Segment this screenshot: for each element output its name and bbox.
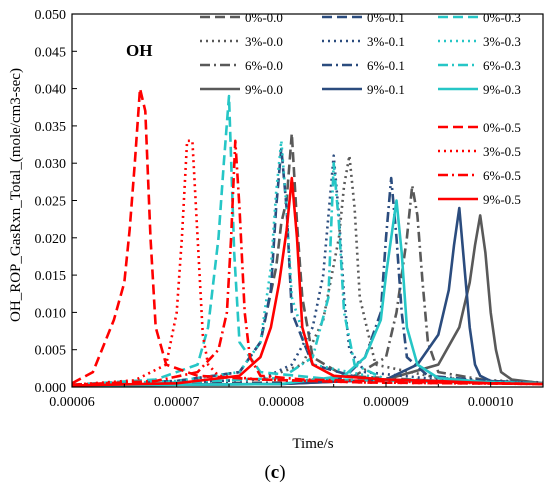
y-tick-label: 0.035 [35, 120, 67, 135]
x-axis-title: Time/s [292, 436, 333, 452]
legend-item-3%-0.0: 3%-0.0 [200, 34, 283, 49]
legend-label: 9%-0.1 [367, 82, 405, 97]
series-line-9%-0.1 [72, 206, 543, 387]
series-layer [72, 87, 543, 387]
legend-item-0%-0.1: 0%-0.1 [322, 10, 405, 25]
series-line-6%-0.5 [72, 139, 543, 387]
legend-item-0%-0.3: 0%-0.3 [438, 10, 521, 25]
series-line-3%-0.3 [72, 139, 543, 387]
legend-label: 3%-0.0 [245, 34, 283, 49]
legend-label: 6%-0.3 [483, 58, 521, 73]
y-tick-label: 0.010 [35, 306, 67, 321]
legend-label: 0%-0.1 [367, 10, 405, 25]
caption-letter: c [270, 462, 280, 483]
legend-label: 9%-0.5 [483, 192, 521, 207]
x-tick-label: 0.00010 [468, 395, 514, 410]
figure-caption: (c) [0, 462, 550, 484]
y-tick-label: 0.050 [35, 8, 67, 23]
y-tick-label: 0.025 [35, 195, 67, 210]
series-line-9%-0.5 [72, 176, 543, 387]
legend-item-3%-0.5: 3%-0.5 [438, 144, 521, 159]
y-tick-label: 0.040 [35, 83, 67, 98]
legend-label: 0%-0.0 [245, 10, 283, 25]
y-tick-label: 0.005 [35, 344, 67, 359]
plot-frame [71, 13, 544, 388]
legend-label: 6%-0.0 [245, 58, 283, 73]
x-tick-label: 0.00007 [154, 395, 200, 410]
legend-item-6%-0.3: 6%-0.3 [438, 58, 521, 73]
x-tick-label: 0.00008 [259, 395, 305, 410]
series-line-9%-0.3 [72, 199, 543, 387]
legend-item-3%-0.1: 3%-0.1 [322, 34, 405, 49]
series-line-0%-0.3 [72, 94, 543, 387]
legend-item-9%-0.5: 9%-0.5 [438, 192, 521, 207]
legend-label: 3%-0.5 [483, 144, 521, 159]
series-line-9%-0.0 [72, 214, 543, 387]
legend-item-6%-0.0: 6%-0.0 [200, 58, 283, 73]
legend-item-0%-0.5: 0%-0.5 [438, 120, 521, 135]
legend-item-0%-0.0: 0%-0.0 [200, 10, 283, 25]
y-tick-label: 0.045 [35, 45, 67, 60]
legend-item-9%-0.3: 9%-0.3 [438, 82, 521, 97]
legend-label: 9%-0.0 [245, 82, 283, 97]
series-line-6%-0.3 [72, 161, 543, 387]
axes-layer: 0.00006 0.00007 0.00008 0.00009 0.00010 0.000… [35, 8, 544, 410]
legend-item-3%-0.3: 3%-0.3 [438, 34, 521, 49]
y-tick-label: 0.030 [35, 157, 67, 172]
legend-label: 3%-0.3 [483, 34, 521, 49]
legend-item-6%-0.5: 6%-0.5 [438, 168, 521, 183]
chart: 0.00006 0.00007 0.00008 0.00009 0.00010 0.000… [8, 8, 544, 452]
series-line-3%-0.1 [72, 154, 543, 387]
legend-item-9%-0.0: 9%-0.0 [200, 82, 283, 97]
legend-label: 6%-0.1 [367, 58, 405, 73]
y-tick-label: 0.015 [35, 269, 67, 284]
x-tick-label: 0.00009 [363, 395, 409, 410]
y-tick-label: 0.020 [35, 232, 67, 247]
y-axis-title: OH_ROP_GasRxn_Total_(mole/cm3-sec) [8, 68, 24, 322]
legend-label: 3%-0.1 [367, 34, 405, 49]
legend-item-9%-0.1: 9%-0.1 [322, 82, 405, 97]
x-tick-label: 0.00006 [49, 395, 95, 410]
caption-open-paren: ( [264, 462, 271, 483]
legend-label: 0%-0.3 [483, 10, 521, 25]
legend-label: 6%-0.5 [483, 168, 521, 183]
legend: 0%-0.0 3%-0.0 6%-0.0 9%-0.0 0%-0.1 3%-0.1 6%-0… [200, 10, 521, 207]
legend-label: 0%-0.5 [483, 120, 521, 135]
caption-close-paren: ) [279, 462, 286, 483]
legend-label: 9%-0.3 [483, 82, 521, 97]
chart-annotation-label: OH [126, 41, 152, 60]
legend-item-6%-0.1: 6%-0.1 [322, 58, 405, 73]
series-line-6%-0.1 [72, 176, 543, 387]
y-tick-label: 0.000 [35, 381, 67, 396]
